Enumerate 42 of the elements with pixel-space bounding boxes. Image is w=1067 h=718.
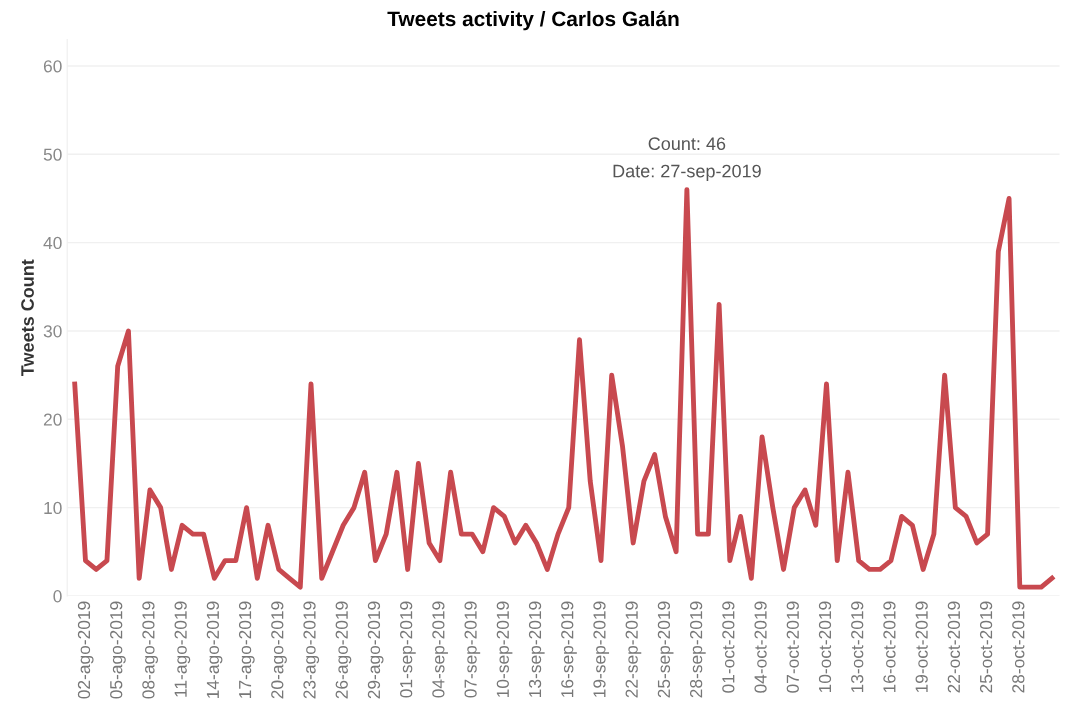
x-tick-label: 13-oct-2019	[851, 601, 864, 693]
x-tick-label: 04-sep-2019	[432, 601, 448, 698]
x-tick-label: 29-ago-2019	[367, 601, 384, 699]
x-tick-label: 11-ago-2019	[174, 601, 191, 697]
x-tick-label: 25-oct-2019	[979, 601, 993, 693]
x-tick-label: 19-oct-2019	[915, 601, 928, 693]
x-tick-label: 05-ago-2019	[110, 601, 126, 699]
x-tick-label: 19-sep-2019	[593, 601, 610, 697]
y-tick-label: 0	[53, 590, 62, 603]
line-series	[72, 187, 1055, 590]
x-tick-label: 10-oct-2019	[818, 601, 832, 693]
y-tick-label: 20	[43, 413, 62, 426]
x-tick-label: 10-sep-2019	[496, 601, 513, 697]
x-tick-label: 26-ago-2019	[335, 601, 352, 699]
x-tick-label: 08-ago-2019	[142, 601, 159, 699]
chart-title: Tweets activity / Carlos Galán	[387, 10, 679, 31]
y-tick-label: 50	[43, 148, 62, 161]
x-tick-label: 28-sep-2019	[689, 601, 706, 698]
x-tick-label: 22-oct-2019	[947, 601, 961, 693]
x-tick-label: 07-oct-2019	[786, 601, 799, 693]
x-tick-label: 14-ago-2019	[206, 601, 223, 698]
x-tick-label: 16-oct-2019	[883, 601, 896, 693]
x-tick-label: 16-sep-2019	[561, 601, 577, 697]
y-tick-label: 60	[43, 60, 62, 73]
annotation: Date: 27-sep-2019	[613, 164, 761, 182]
y-tick-label: 10	[44, 501, 62, 515]
x-tick-label: 01-sep-2019	[400, 601, 416, 698]
x-tick-label: 07-sep-2019	[464, 601, 481, 698]
x-tick-label: 28-oct-2019	[1012, 601, 1025, 693]
x-tick-label: 17-ago-2019	[238, 601, 255, 698]
x-tick-label: 04-oct-2019	[754, 601, 767, 693]
x-tick-label: 25-sep-2019	[657, 601, 674, 698]
x-tick-label: 23-ago-2019	[303, 601, 320, 699]
x-tick-label: 01-oct-2019	[722, 601, 735, 693]
x-tick-label: 22-sep-2019	[625, 601, 642, 698]
y-tick-label: 30	[43, 325, 62, 338]
x-tick-label: 02-ago-2019	[77, 601, 94, 699]
y-axis-title: Tweets Count	[21, 259, 34, 377]
x-tick-label: 20-ago-2019	[271, 601, 287, 699]
y-tick-label: 40	[43, 236, 62, 250]
annotation: Count: 46	[648, 137, 726, 151]
x-tick-label: 13-sep-2019	[528, 601, 545, 697]
